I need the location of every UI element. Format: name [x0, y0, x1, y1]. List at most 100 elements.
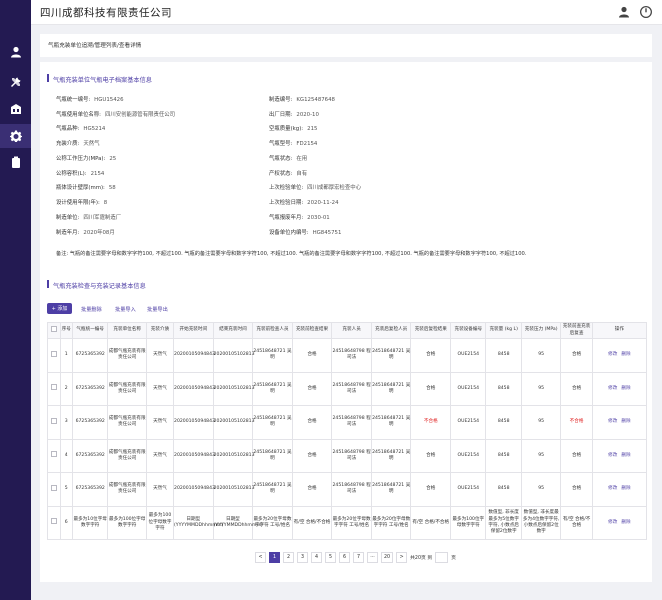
page-button[interactable]: 20	[381, 552, 394, 563]
field-value: 四川军霆制造厂	[83, 215, 122, 221]
info-field: 气瓶品种: HG5214	[56, 124, 105, 132]
sidebar-item-tools[interactable]	[0, 70, 31, 94]
prev-page-button[interactable]: <	[255, 552, 266, 563]
sidebar-item-settings[interactable]	[0, 124, 31, 148]
table-cell: 天然气	[145, 371, 175, 406]
table-cell: 8458	[485, 371, 522, 406]
row-select-cell	[47, 338, 61, 373]
table-cell: 合格	[410, 438, 452, 473]
sidebar-item-cylinder[interactable]	[0, 150, 31, 174]
row-select-cell	[47, 472, 61, 507]
batch-delete-button[interactable]: 批量删除	[81, 307, 102, 313]
page-button[interactable]: 3	[297, 552, 308, 563]
edit-link[interactable]: 修改	[608, 519, 618, 525]
row-checkbox[interactable]	[50, 451, 57, 458]
table-cell: 最多为100位字母数字字符	[450, 505, 487, 540]
table-cell: 6725365392	[71, 438, 109, 473]
delete-link[interactable]: 删除	[621, 486, 631, 492]
row-select-cell	[47, 438, 61, 473]
info-field: 气瓶报废年月: 2030-01	[269, 213, 330, 221]
table-cell: 24518648721 吴明	[252, 438, 293, 473]
field-label: 上次检验单位:	[269, 185, 304, 191]
delete-link[interactable]: 删除	[621, 519, 631, 525]
table-cell: 24518648721 吴明	[252, 338, 293, 373]
page-button[interactable]: 5	[325, 552, 336, 563]
column-header: 充装压力 (MPa)	[520, 322, 562, 339]
batch-export-button[interactable]: 批量导出	[147, 307, 168, 313]
goto-page-input[interactable]	[435, 552, 449, 563]
table-cell: 最多为100位字母数字字符	[145, 505, 175, 540]
page-button[interactable]: 7	[353, 552, 364, 563]
table-cell: 20200105102813	[212, 405, 255, 440]
table-cell: 24518648721 吴明	[370, 472, 412, 507]
row-checkbox[interactable]	[50, 484, 57, 491]
field-value: 2020-11-24	[307, 200, 339, 206]
edit-link[interactable]: 修改	[608, 352, 618, 358]
info-field: 制造编号: KG125487648	[269, 95, 335, 103]
field-label: 气瓶报废年月:	[269, 215, 304, 221]
table-cell: 24518648798 程司法	[331, 472, 372, 507]
info-field: 公称工作压力(MPa): 25	[56, 154, 116, 162]
delete-link[interactable]: 删除	[621, 452, 631, 458]
table-cell: 20200105094843	[173, 438, 215, 473]
column-header: 充装量 (kg L)	[485, 322, 522, 339]
info-field: 瓶体设计壁厚(mm): 58	[56, 183, 116, 191]
edit-link[interactable]: 修改	[608, 486, 618, 492]
pagination: <1 2 3 4 5 6 7 ··· 20 > 共20页 到 页	[255, 552, 456, 563]
building-icon	[10, 104, 21, 114]
page-button[interactable]: 2	[283, 552, 294, 563]
column-header: 充装介质	[145, 322, 175, 339]
column-header: 开始充装时间	[173, 322, 214, 339]
info-field: 气瓶型号: FD2154	[269, 139, 317, 147]
table-cell: 20200105102813	[212, 472, 255, 507]
remark-value: 气瓶的备注需要字母和数字字符100, 不超过100. 气瓶的备注需要字母和数字字…	[69, 251, 527, 257]
edit-link[interactable]: 修改	[608, 452, 618, 458]
page-button[interactable]: 4	[311, 552, 322, 563]
cylinder-icon	[11, 156, 20, 168]
edit-link[interactable]: 修改	[608, 385, 618, 391]
account-button[interactable]	[617, 5, 631, 19]
table-cell: 20200105102813	[212, 438, 255, 473]
table-cell: 6	[59, 505, 73, 540]
field-value: 25	[109, 156, 117, 162]
table-cell: 95	[520, 472, 562, 507]
table-cell: 日期型 (YYYYMMDDhhmmss)	[173, 505, 223, 540]
row-checkbox[interactable]	[50, 384, 57, 391]
edit-link[interactable]: 修改	[608, 419, 618, 425]
table-cell: 最多为20位字母数字字符 工号/姓名	[370, 505, 412, 540]
select-all-checkbox[interactable]	[50, 325, 57, 332]
delete-link[interactable]: 删除	[621, 352, 631, 358]
table-cell: 24518648721 吴明	[252, 472, 293, 507]
sidebar-item-user[interactable]	[0, 40, 31, 64]
column-header: 充装后复检人员	[370, 322, 412, 339]
delete-link[interactable]: 删除	[621, 419, 631, 425]
row-checkbox[interactable]	[50, 417, 57, 424]
table-body: 1 6725365392 成都气瓶充装有限责任公司 天然气 20200105094843…	[47, 338, 648, 540]
page-button[interactable]: 6	[339, 552, 350, 563]
remark-label: 备注:	[56, 251, 69, 257]
row-checkbox[interactable]	[50, 350, 57, 357]
table-cell: 合格	[410, 371, 452, 406]
sidebar-item-building[interactable]	[0, 97, 31, 121]
add-button[interactable]: + 添加	[47, 303, 72, 314]
table-cell: 95	[520, 371, 562, 406]
power-button[interactable]	[639, 5, 653, 19]
table-cell: 成都气瓶充装有限责任公司	[107, 338, 147, 373]
table-cell: 合格	[291, 405, 333, 440]
batch-import-button[interactable]: 批量导入	[115, 307, 136, 313]
field-label: 气瓶状态:	[269, 156, 293, 162]
info-field: 气瓶状态: 在用	[269, 154, 307, 162]
next-page-button[interactable]: >	[396, 552, 408, 563]
page-button[interactable]: 1	[269, 552, 280, 563]
table-cell: 6725365392	[71, 472, 109, 507]
info-field: 设计使用年限(年): 8	[56, 198, 107, 206]
delete-link[interactable]: 删除	[621, 385, 631, 391]
records-table: 序号 气瓶统一编号 充装单位名称 充装介质 开始充装时间 结束充装时间 充装前检查人员 充装前…	[47, 322, 648, 540]
field-label: 制造编号:	[269, 97, 293, 103]
table-cell: 24518648798 程司法	[331, 371, 372, 406]
table-cell: 24518648721 吴明	[370, 338, 412, 373]
row-checkbox[interactable]	[50, 518, 57, 525]
table-cell: OUE2154	[450, 438, 487, 473]
gear-icon	[9, 130, 22, 142]
table-cell: 24518648721 吴明	[252, 405, 293, 440]
